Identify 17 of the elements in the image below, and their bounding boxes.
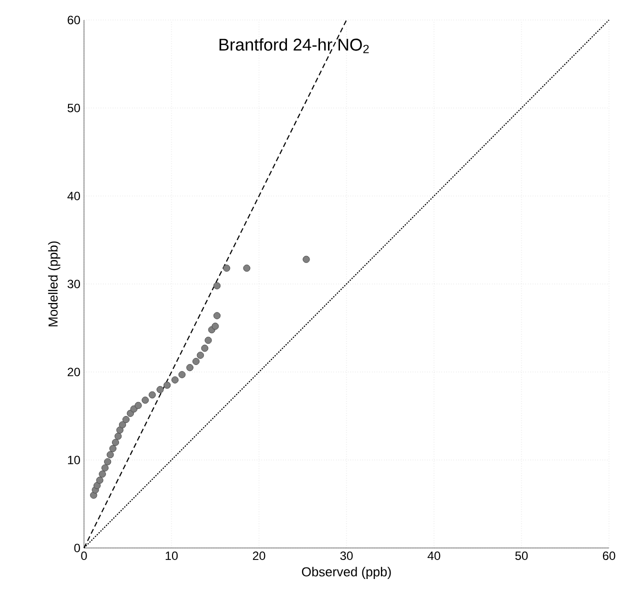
x-tick-label: 0	[81, 552, 87, 560]
y-tick-label: 50	[68, 104, 80, 112]
y-axis-title: Modelled (ppb)	[48, 241, 60, 326]
text: Brantford 24-hr NO$_{2}$	[220, 38, 369, 54]
x-tick-label: 40	[428, 552, 440, 560]
x-tick-label: 60	[602, 552, 616, 560]
y-tick-label: 0	[74, 544, 80, 552]
y-tick-label: 10	[68, 456, 80, 464]
x-tick-label: 10	[166, 552, 178, 560]
y-tick-label: 40	[67, 192, 80, 200]
x-axis-title: Observed (ppb)	[302, 566, 391, 579]
y-tick-label: 60	[68, 16, 80, 24]
x-tick-label: 50	[515, 552, 528, 560]
x-tick-label: 20	[252, 552, 266, 560]
x-tick-label: 30	[340, 552, 353, 560]
y-tick-label: 20	[68, 368, 80, 376]
y-tick-label: 30	[68, 280, 80, 288]
